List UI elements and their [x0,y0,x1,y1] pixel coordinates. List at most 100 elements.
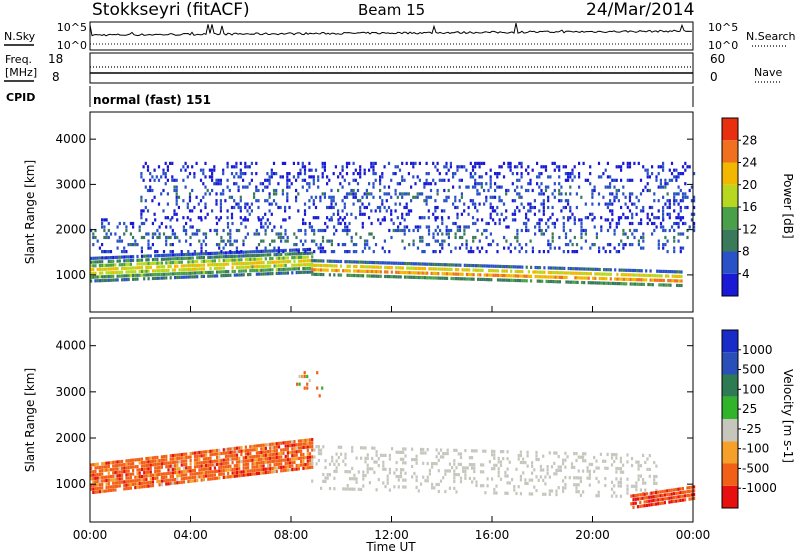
power-cell-scattered-high-range [405,161,408,165]
power-cell-scattered-high-range [239,216,242,220]
power-cell-upper-band [158,235,161,240]
power-cell-scattered-high-range [518,161,521,165]
velocity-cell-evening-away-flow [107,478,110,482]
velocity-cell-ground-scatter [377,477,380,482]
velocity-cell-evening-away-flow [282,469,285,473]
velocity-cell-ground-scatter [568,476,571,480]
velocity-cell-ground-scatter [519,460,522,465]
power-cell-upper-band [461,235,464,240]
power-cell-evening-echo-band [297,259,300,263]
power-cell-scattered-high-range [204,175,207,179]
velocity-cell-evening-away-flow [132,465,135,469]
velocity-cell-evening-away-flow [140,467,144,472]
velocity-cell-evening-away-flow [125,466,128,470]
power-cell-post-midnight-low-band [649,269,652,273]
power-cell-evening-echo-band [145,273,148,277]
power-cell-upper-band [94,228,97,233]
power-cell-scattered-high-range [518,195,521,199]
power-cell-post-midnight-low-band [459,277,462,281]
power-cell-evening-echo-band [107,274,110,279]
power-cell-evening-echo-band [196,260,199,264]
velocity-cell-evening-away-flow [262,457,265,461]
power-cell-evening-echo-band [300,252,303,256]
velocity-cell-ground-scatter [448,469,451,473]
power-cell-post-midnight-low-band [676,270,679,274]
power-cell-evening-echo-band [107,278,110,282]
power-cell-evening-echo-band [233,269,236,273]
power-cell-evening-echo-band [220,274,223,278]
velocity-cell-ground-scatter [557,486,560,490]
velocity-cell-evening-away-flow [176,467,179,471]
velocity-cell-evening-away-flow [240,453,243,457]
velocity-cell-ground-scatter [531,492,534,496]
power-cell-scattered-high-range [611,178,614,182]
power-cell-scattered-high-range [394,172,397,176]
velocity-cell-evening-away-flow [176,470,179,474]
power-cell-scattered-high-range [611,212,614,216]
velocity-cell-evening-away-flow [90,463,93,467]
power-cell-scattered-high-range [235,172,238,176]
power-cell-post-midnight-low-band [375,274,378,278]
power-cell-evening-echo-band [127,255,130,259]
power-cell-upper-band [682,232,685,236]
velocity-cell-evening-away-flow [262,443,265,447]
power-cell-evening-echo-band [158,269,161,273]
power-cell-post-midnight-low-band [386,261,389,265]
velocity-cell-ground-scatter [442,451,445,456]
power-cell-upper-band [182,225,185,229]
power-cell-scattered-high-range [255,188,258,193]
velocity-cell-evening-away-flow [277,452,281,456]
power-cell-scattered-high-range [230,172,234,176]
velocity-cell-dawn-flow [643,496,646,500]
power-cell-scattered-high-range [239,205,242,210]
power-cell-scattered-high-range [589,165,592,169]
power-cell-evening-echo-band [238,269,241,273]
power-cell-scattered-high-range [547,199,550,203]
power-cell-evening-echo-band [304,251,307,255]
velocity-cell-evening-away-flow [209,453,212,457]
power-cell-scattered-high-range [631,192,634,196]
power-cell-upper-band [169,225,172,229]
velocity-cell-ground-scatter [364,446,367,450]
power-cell-upper-band [335,228,338,233]
velocity-cell-evening-away-flow [260,457,263,461]
power-cell-scattered-high-range [308,199,311,203]
power-cell-post-midnight-low-band [313,259,316,263]
power-cell-upper-band [682,246,685,250]
power-cell-scattered-high-range [144,205,147,210]
power-cell-scattered-high-range [558,175,561,179]
power-cell-upper-band [615,221,618,226]
power-cell-upper-band [235,239,238,243]
velocity-cell-evening-away-flow [123,470,126,474]
power-cell-scattered-high-range [239,209,242,213]
power-cell-scattered-high-range [516,192,519,196]
velocity-cell-ground-scatter [375,453,378,457]
power-cell-upper-band [518,243,521,247]
velocity-cell-evening-away-flow [193,458,197,462]
power-cell-post-midnight-low-band [410,262,413,266]
power-cell-post-midnight-low-band [592,276,595,280]
velocity-cell-ground-scatter [317,445,320,449]
velocity-cell-evening-away-flow [96,479,99,484]
power-cell-scattered-high-range [350,188,353,193]
velocity-cell-evening-away-flow [116,481,119,485]
velocity-cell-ground-scatter [613,453,616,457]
power-cell-scattered-high-range [390,212,393,216]
velocity-cell-evening-away-flow [116,470,119,474]
power-cell-post-midnight-low-band [527,270,530,274]
power-cell-scattered-high-range [542,209,545,213]
power-cell-evening-echo-band [235,273,239,277]
power-cell-evening-echo-band [209,267,212,271]
power-cell-scattered-high-range [527,165,530,169]
velocity-cell-ground-scatter [653,474,656,479]
power-cell-upper-band [275,232,278,236]
power-cell-upper-band [171,250,174,254]
velocity-cell-ground-scatter [331,459,334,463]
power-cell-upper-band [622,232,625,236]
velocity-cell-evening-away-flow [182,452,186,456]
power-cell-evening-echo-band [154,261,157,265]
velocity-cell-evening-away-flow [209,467,212,471]
power-cell-scattered-high-range [330,199,333,203]
velocity-cell-evening-away-flow [209,449,212,453]
velocity-colorbar-swatch [722,485,738,508]
